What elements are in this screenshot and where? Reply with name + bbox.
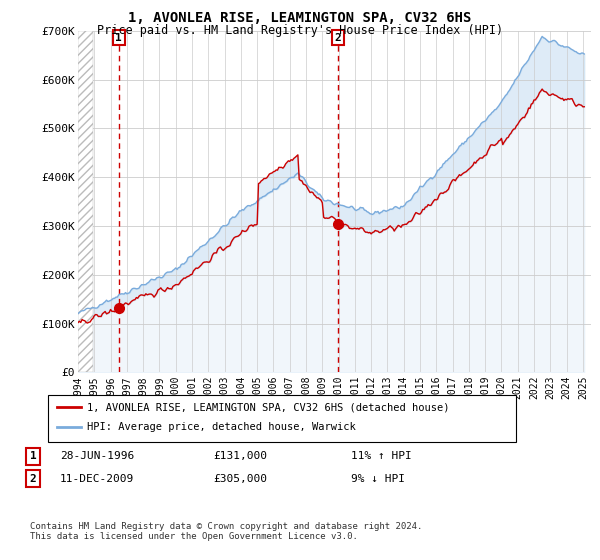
Text: 2: 2 [29,474,37,484]
Text: 11% ↑ HPI: 11% ↑ HPI [351,451,412,461]
Text: Contains HM Land Registry data © Crown copyright and database right 2024.
This d: Contains HM Land Registry data © Crown c… [30,522,422,542]
Text: £131,000: £131,000 [213,451,267,461]
Text: 28-JUN-1996: 28-JUN-1996 [60,451,134,461]
Text: 1: 1 [29,451,37,461]
Text: £305,000: £305,000 [213,474,267,484]
Text: Price paid vs. HM Land Registry's House Price Index (HPI): Price paid vs. HM Land Registry's House … [97,24,503,36]
Text: 2: 2 [334,32,341,43]
Text: HPI: Average price, detached house, Warwick: HPI: Average price, detached house, Warw… [87,422,356,432]
Text: 1: 1 [115,32,122,43]
Text: 1, AVONLEA RISE, LEAMINGTON SPA, CV32 6HS: 1, AVONLEA RISE, LEAMINGTON SPA, CV32 6H… [128,11,472,25]
Text: 9% ↓ HPI: 9% ↓ HPI [351,474,405,484]
Text: 1, AVONLEA RISE, LEAMINGTON SPA, CV32 6HS (detached house): 1, AVONLEA RISE, LEAMINGTON SPA, CV32 6H… [87,402,449,412]
Text: 11-DEC-2009: 11-DEC-2009 [60,474,134,484]
